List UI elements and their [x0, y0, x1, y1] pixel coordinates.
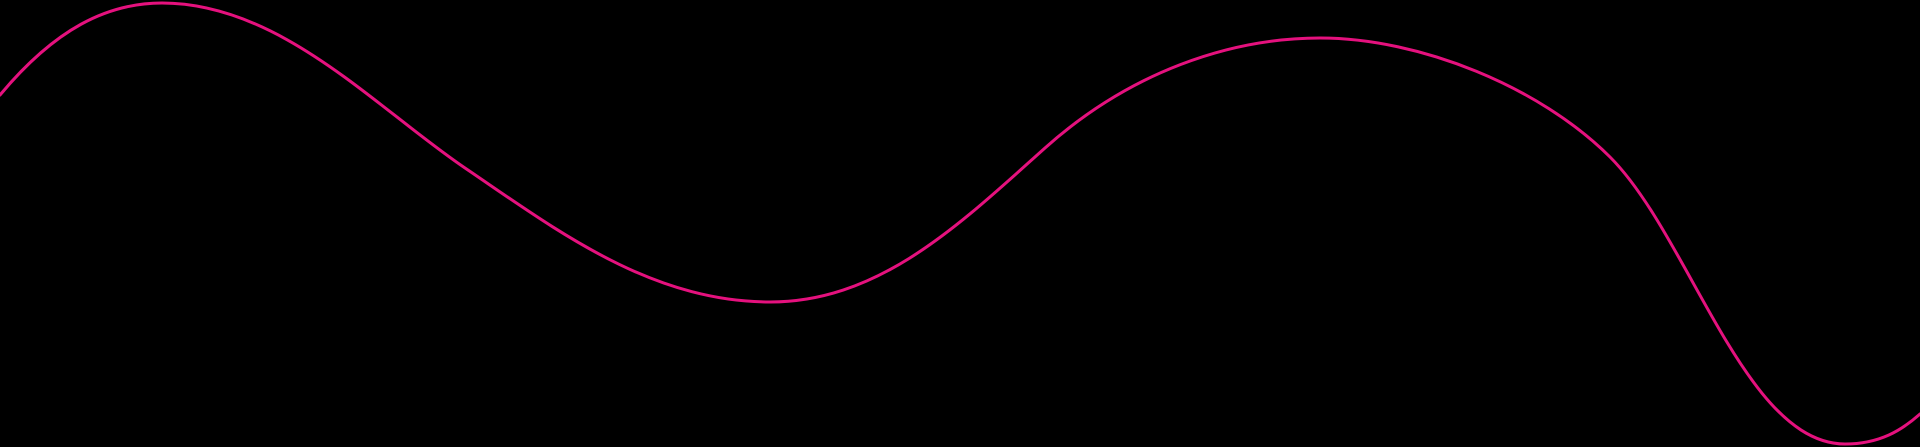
- curve-chart: [0, 1, 1920, 446]
- black-canvas: [0, 0, 1920, 447]
- curve-line: [0, 1, 1920, 446]
